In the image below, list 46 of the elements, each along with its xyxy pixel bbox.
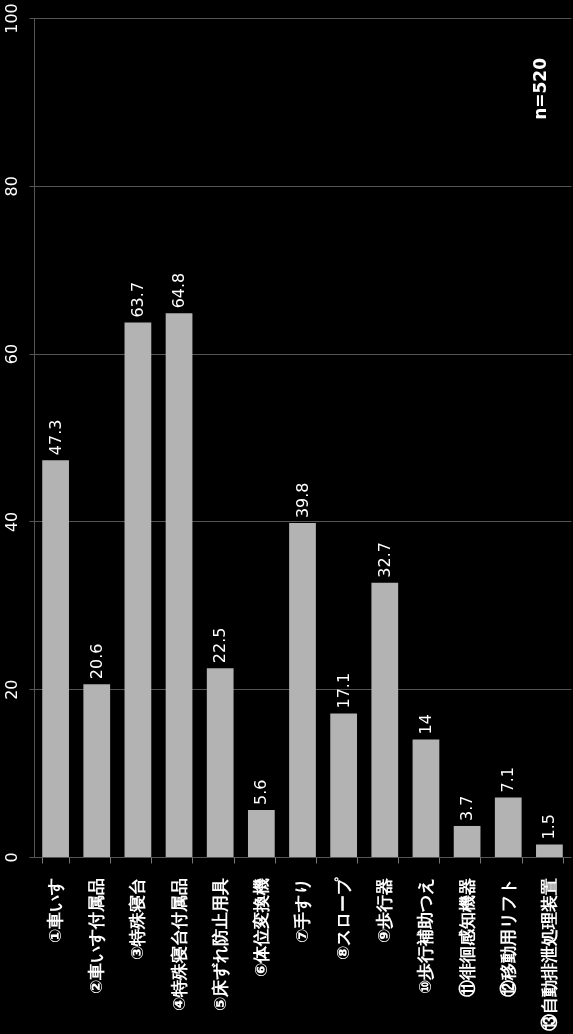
x-tick-label: ⑬自動排泄処理装置 xyxy=(538,877,559,1031)
x-tick-label: ⑥体位変換機 xyxy=(250,877,271,977)
x-tick-label: ⑩歩行補助つえ xyxy=(415,877,436,994)
bar xyxy=(206,668,234,857)
data-label: 39.8 xyxy=(292,482,312,519)
y-tick-label: 40 xyxy=(1,511,21,533)
bar xyxy=(494,797,522,857)
x-tick-label: ②車いす付属品 xyxy=(86,877,107,994)
data-label: 47.3 xyxy=(45,419,65,456)
bar xyxy=(42,460,69,857)
x-tick-label: ⑪徘徊感知機器 xyxy=(456,877,477,997)
data-label: 32.7 xyxy=(374,542,394,578)
y-tick-label: 20 xyxy=(1,679,21,700)
y-tick-label: 80 xyxy=(1,176,21,197)
bar xyxy=(371,582,399,857)
bar xyxy=(330,713,358,857)
annotation: n=520 xyxy=(530,57,550,120)
x-tick-label: ⑤床ずれ防止用具 xyxy=(209,877,230,1011)
x-tick-label: ①車いす xyxy=(45,877,66,943)
x-tick-label: ⑦手すり xyxy=(292,877,312,943)
bar xyxy=(536,844,563,857)
data-label: 3.7 xyxy=(457,795,477,821)
data-label: 14 xyxy=(415,714,435,735)
bar xyxy=(165,313,193,857)
data-label: 5.6 xyxy=(251,779,271,806)
x-tick-label: ③特殊寝台 xyxy=(127,877,148,960)
y-tick-label: 60 xyxy=(1,343,21,365)
data-label: 22.5 xyxy=(210,627,230,664)
data-label: 64.8 xyxy=(169,272,189,309)
data-label: 7.1 xyxy=(498,766,518,793)
data-label: 1.5 xyxy=(539,813,559,840)
bar xyxy=(289,523,316,857)
bar xyxy=(83,684,111,857)
data-label: 20.6 xyxy=(86,643,106,680)
x-tick-label: ⑨歩行器 xyxy=(374,877,395,943)
y-tick-label: 100 xyxy=(1,3,21,34)
data-label: 63.7 xyxy=(127,281,147,318)
data-label: 17.1 xyxy=(333,672,353,709)
x-tick-label: ⑧スロープ xyxy=(333,876,354,960)
x-tick-label: ④特殊寝台付属品 xyxy=(168,877,189,1011)
x-tick-label: ⑫移動用リフト xyxy=(497,877,518,997)
bar xyxy=(247,810,275,857)
y-tick-label: 0 xyxy=(1,852,21,863)
bar xyxy=(453,825,481,857)
bar xyxy=(124,322,152,857)
bar xyxy=(412,739,440,857)
